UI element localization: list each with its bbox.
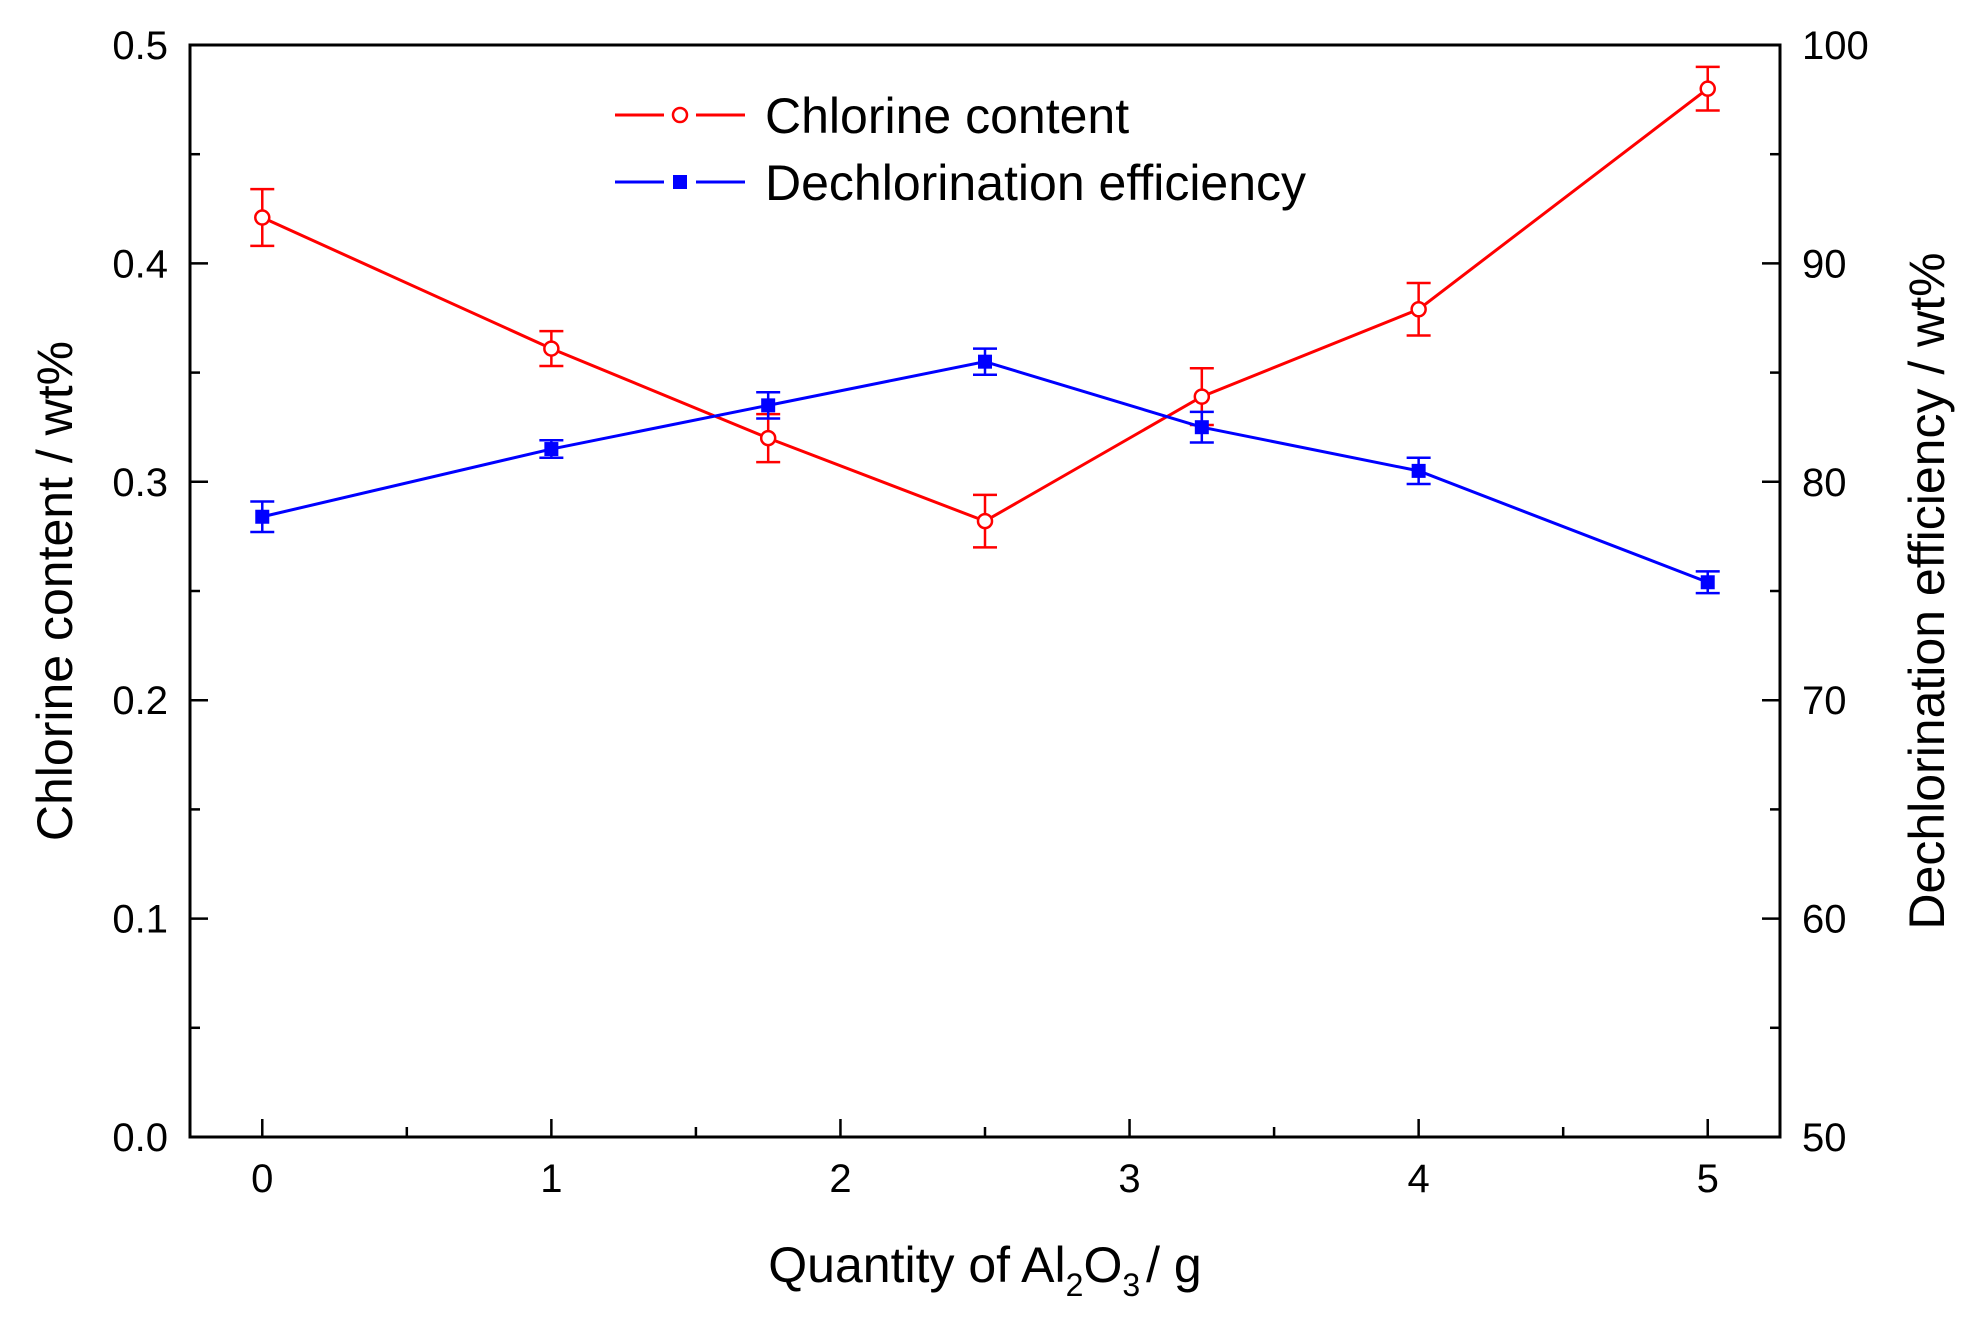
y-left-tick-label: 0.5 (112, 24, 168, 68)
chlorine-series-line (261, 87, 1709, 523)
y-left-tick-label: 0.1 (112, 898, 168, 942)
x-tick-label: 1 (540, 1157, 562, 1201)
chlorine-data-point (1699, 80, 1716, 97)
x-tick-label: 4 (1408, 1157, 1430, 1201)
y-right-tick-label: 100 (1802, 24, 1869, 68)
dechlorination-data-point (978, 354, 992, 369)
legend-label-chlorine: Chlorine content (765, 88, 1129, 144)
y-left-axis-title: Chlorine content / wt% (27, 341, 83, 841)
chlorine-data-point (759, 429, 777, 447)
chlorine-data-point (1410, 301, 1427, 318)
x-tick-label: 0 (251, 1157, 273, 1201)
legend-label-dechlorination: Dechlorination efficiency (765, 155, 1306, 211)
dechlorination-data-point (761, 398, 776, 413)
x-tick-label: 3 (1118, 1157, 1140, 1201)
y-right-tick-label: 80 (1802, 461, 1847, 505)
dechlorination-series-line (261, 360, 1709, 584)
y-right-tick-label: 50 (1802, 1116, 1847, 1160)
y-left-tick-label: 0.0 (112, 1116, 168, 1160)
legend: Chlorine content Dechlorination efficien… (615, 88, 1306, 211)
y-right-axis-title: Dechlorination efficiency / wt% (1899, 252, 1955, 929)
chlorine-data-point (254, 209, 271, 226)
dechlorination-data-point (1700, 575, 1715, 590)
y-right-tick-label: 90 (1802, 242, 1847, 286)
chlorine-data-point (976, 512, 994, 530)
dechlorination-data-point (1411, 463, 1426, 478)
dechlorination-data-point (1194, 420, 1209, 435)
y-left-tick-label: 0.4 (112, 242, 168, 286)
y-right-tick-label: 70 (1802, 679, 1847, 723)
y-right-tick-label: 60 (1802, 898, 1847, 942)
x-axis-title: Quantity of Al2O3/ g (768, 1237, 1201, 1303)
x-tick-label: 5 (1697, 1157, 1719, 1201)
x-tick-label: 2 (829, 1157, 851, 1201)
chlorine-data-point (1193, 388, 1211, 405)
legend-marker-chlorine (671, 106, 689, 124)
dechlorination-data-point (544, 442, 559, 457)
x-axis: 0 1 2 3 4 5 (251, 1119, 1719, 1201)
series-layer (250, 65, 1720, 595)
y-left-tick-label: 0.3 (112, 461, 168, 505)
y-right-axis: 50 60 70 80 90 100 (1762, 24, 1869, 1160)
legend-marker-dechlorination (673, 175, 687, 189)
chlorine-data-point (543, 340, 560, 357)
y-left-axis: 0.0 0.1 0.2 0.3 0.4 0.5 (112, 24, 208, 1160)
dechlorination-data-point (255, 509, 270, 524)
y-left-tick-label: 0.2 (112, 679, 168, 723)
